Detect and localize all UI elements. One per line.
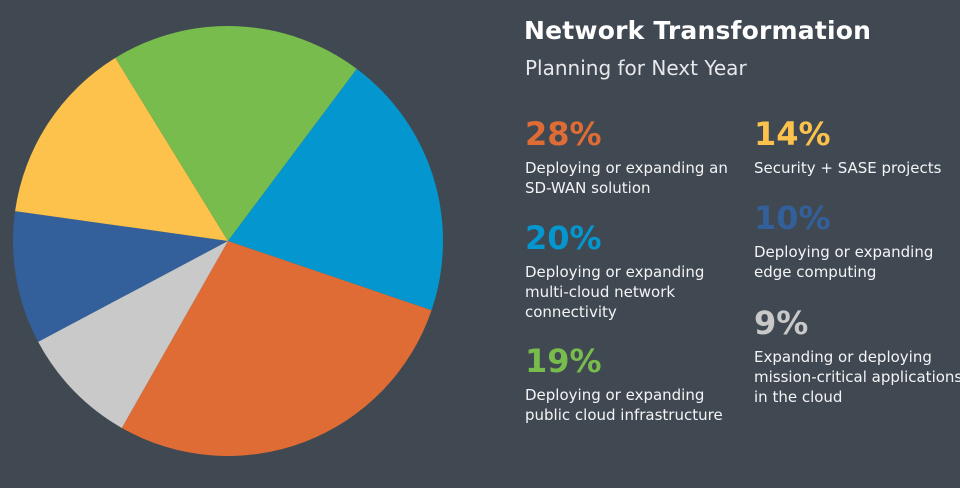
stat-label: Deploying or expanding edge computing bbox=[754, 243, 934, 281]
pie-slice bbox=[13, 211, 229, 342]
stat-percent: 9% bbox=[754, 304, 809, 342]
stat-multicloud: 20% Deploying or expanding multi-cloud n… bbox=[525, 220, 735, 322]
pie-slice bbox=[228, 68, 443, 311]
stat-label: Deploying or expanding public cloud infr… bbox=[525, 386, 723, 424]
stat-percent: 14% bbox=[754, 115, 831, 153]
stat-mission-critical: 9% Expanding or deploying mission-critic… bbox=[754, 305, 960, 407]
chart-subtitle: Planning for Next Year bbox=[525, 56, 747, 80]
pie-slice bbox=[121, 241, 432, 456]
stat-public-cloud: 19% Deploying or expanding public cloud … bbox=[525, 343, 735, 425]
stat-percent: 19% bbox=[525, 342, 602, 380]
stat-percent: 28% bbox=[525, 115, 602, 153]
pie-slice bbox=[115, 26, 357, 242]
stat-label: Deploying or expanding multi-cloud netwo… bbox=[525, 263, 705, 321]
stat-percent: 20% bbox=[525, 219, 602, 257]
stat-label: Expanding or deploying mission-critical … bbox=[754, 348, 960, 406]
pie-slice bbox=[15, 57, 229, 241]
stat-label: Deploying or expanding an SD-WAN solutio… bbox=[525, 159, 728, 197]
pie-chart bbox=[13, 26, 443, 456]
stat-security-sase: 14% Security + SASE projects bbox=[754, 116, 960, 178]
stat-edge-computing: 10% Deploying or expanding edge computin… bbox=[754, 200, 960, 282]
stat-percent: 10% bbox=[754, 199, 831, 237]
pie-slice bbox=[38, 241, 229, 428]
chart-title: Network Transformation bbox=[524, 16, 872, 45]
stat-sdwan: 28% Deploying or expanding an SD-WAN sol… bbox=[525, 116, 735, 198]
stat-label: Security + SASE projects bbox=[754, 159, 942, 177]
